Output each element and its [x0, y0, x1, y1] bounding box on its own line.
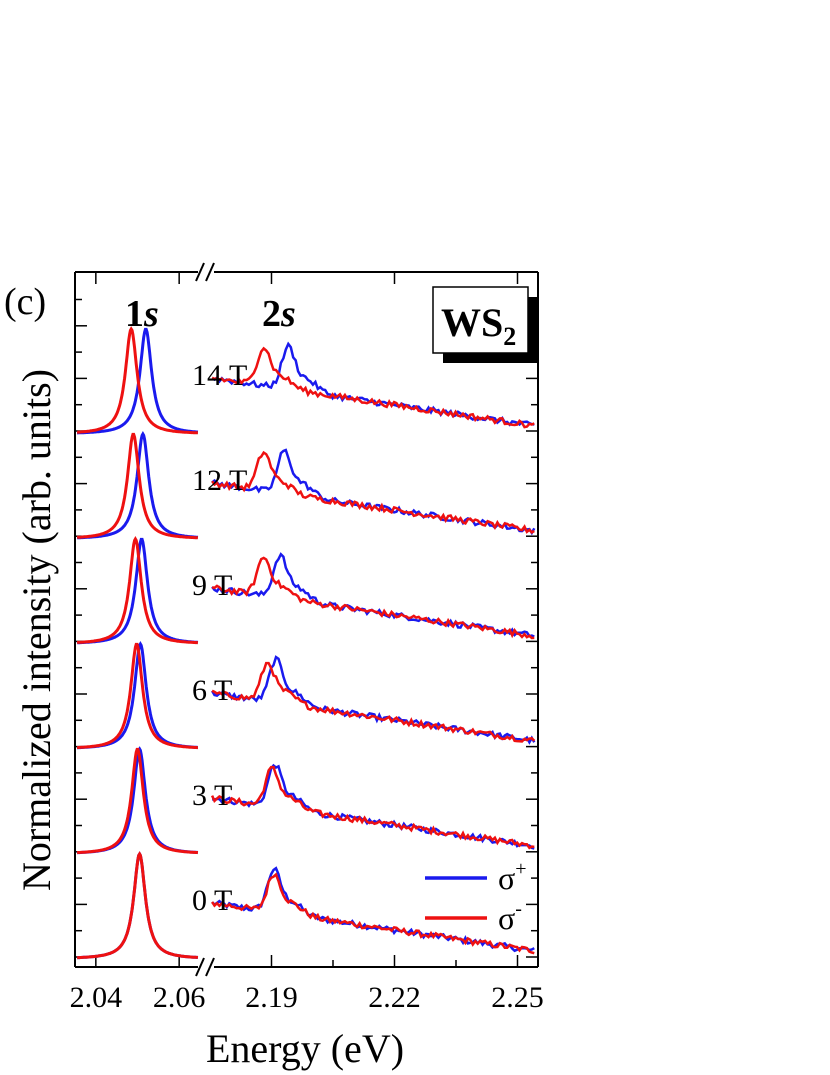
region-label-2s: 2s — [262, 293, 296, 335]
series-3T-sigma-plus-1s — [76, 746, 199, 855]
series-6T-sigma-minus-2s — [211, 661, 536, 743]
x-tick-label: 2.19 — [245, 981, 298, 1014]
series-14T-sigma-minus-2s — [211, 346, 535, 429]
series-9T-sigma-plus-2s — [211, 552, 535, 638]
field-label: 3 T — [192, 779, 232, 812]
x-tick-label: 2.25 — [491, 981, 544, 1014]
axis-break-mark — [195, 957, 205, 977]
series-0T-sigma-minus-1s — [76, 851, 199, 960]
series-6T-sigma-plus-2s — [211, 655, 536, 745]
series-6T-sigma-plus-1s — [77, 640, 198, 750]
axis-break-mark — [205, 957, 215, 977]
labels-group: 2.04 2.06 2.19 2.22 2.25 0 T 3 T 6 T 9 T 12 T 14 T — [70, 359, 544, 1014]
sample-label: WS2 — [441, 300, 516, 351]
sample-label-frame — [432, 286, 529, 354]
legend-label-sigma-minus: σ- — [498, 898, 522, 936]
series-14T-sigma-plus-1s — [77, 327, 199, 435]
series-9T-sigma-minus-2s — [211, 556, 535, 640]
series-0T-sigma-minus-2s — [211, 872, 535, 955]
panel-label: (c) — [4, 281, 46, 323]
legend-label-sigma-plus: σ+ — [498, 858, 527, 896]
axis-break-mark — [195, 262, 205, 282]
sample-label-sub: 2 — [503, 322, 516, 351]
plot-frame — [74, 262, 539, 977]
field-label: 12 T — [192, 464, 247, 497]
x-tick-label: 2.04 — [70, 981, 123, 1014]
field-label: 9 T — [192, 569, 232, 602]
axis-break-mark — [205, 262, 215, 282]
region-label-1s: 1s — [125, 293, 159, 335]
series-12T-sigma-minus-1s — [76, 432, 199, 540]
series-12T-sigma-plus-2s — [211, 448, 536, 536]
series-3T-sigma-minus-2s — [210, 765, 535, 850]
field-label: 14 T — [192, 359, 247, 392]
series-3T-sigma-minus-1s — [76, 747, 199, 855]
series-6T-sigma-minus-1s — [77, 642, 198, 750]
series-0T-sigma-plus-2s — [211, 866, 535, 953]
spectra-group — [76, 326, 536, 960]
field-label: 0 T — [192, 884, 232, 917]
sample-label-box: WS2 — [432, 286, 538, 363]
series-14T-sigma-minus-1s — [77, 326, 198, 435]
series-12T-sigma-minus-2s — [211, 450, 535, 534]
legend: σ+ σ- — [425, 858, 527, 936]
x-axis-label: Energy (eV) — [206, 1026, 404, 1071]
field-label: 6 T — [192, 674, 232, 707]
x-tick-label: 2.06 — [153, 981, 206, 1014]
series-9T-sigma-minus-1s — [76, 535, 199, 645]
x-tick-label: 2.22 — [368, 981, 421, 1014]
sample-label-main: WS — [441, 300, 503, 345]
y-axis-label: Normalized intensity (arb. units) — [14, 369, 59, 891]
